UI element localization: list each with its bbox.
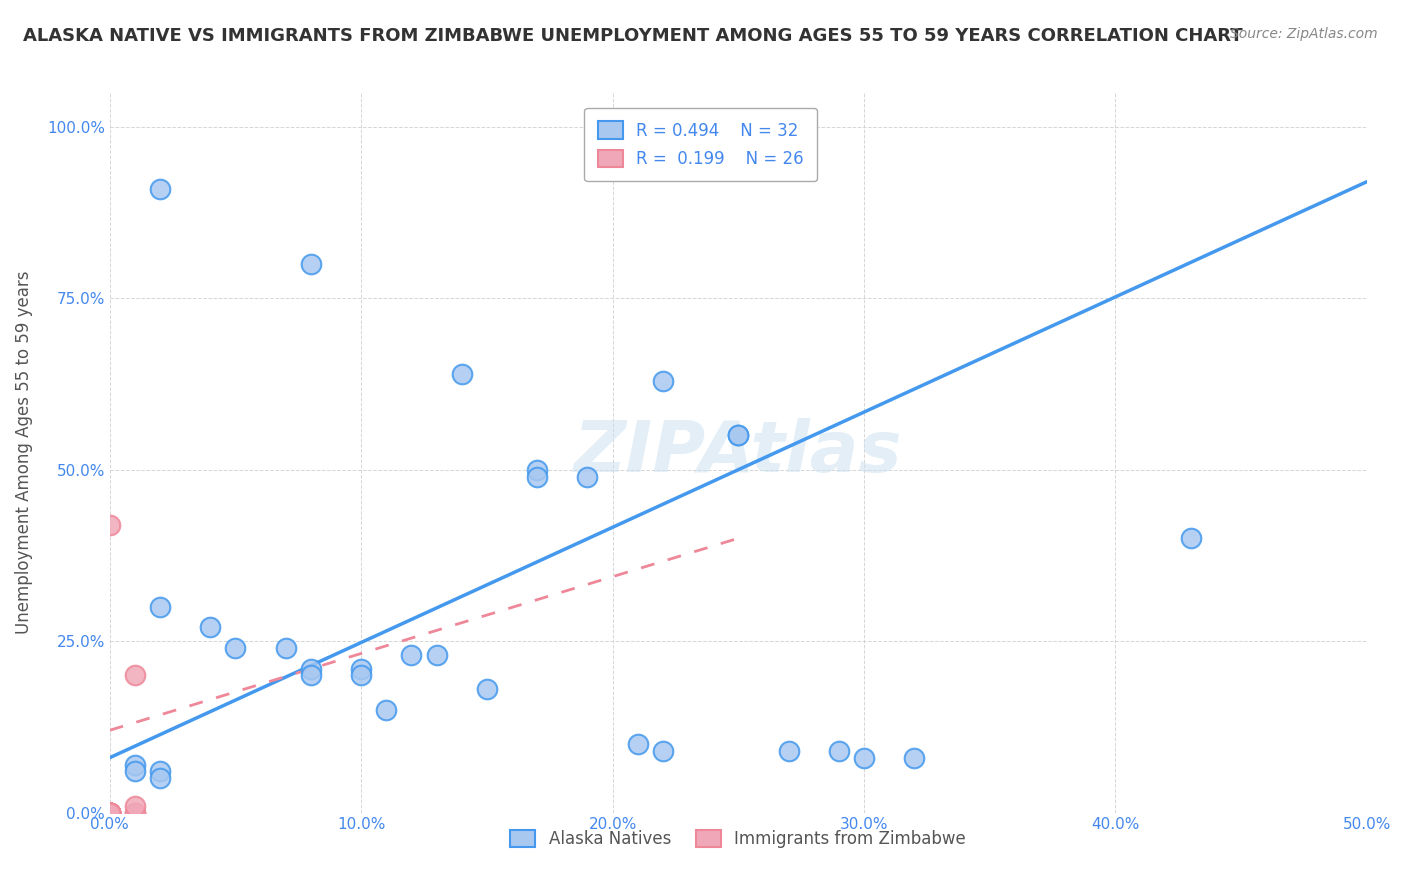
Point <box>98 805 121 820</box>
Point <box>651 744 673 758</box>
Point <box>475 682 498 697</box>
Point <box>299 668 322 682</box>
Point <box>98 805 121 820</box>
Point <box>98 805 121 820</box>
Point <box>426 648 449 662</box>
Point <box>401 648 423 662</box>
Point <box>98 805 121 820</box>
Legend: R = 0.494    N = 32, R =  0.199    N = 26: R = 0.494 N = 32, R = 0.199 N = 26 <box>585 108 817 181</box>
Point <box>1180 531 1202 545</box>
Point <box>727 428 749 442</box>
Point <box>98 805 121 820</box>
Point <box>124 798 146 813</box>
Point <box>98 517 121 532</box>
Point <box>778 744 800 758</box>
Point <box>98 805 121 820</box>
Point <box>149 181 172 195</box>
Point <box>224 640 246 655</box>
Point <box>526 469 548 483</box>
Point <box>149 771 172 785</box>
Point <box>98 805 121 820</box>
Point <box>98 805 121 820</box>
Point <box>350 668 373 682</box>
Point <box>350 661 373 675</box>
Point <box>299 661 322 675</box>
Point <box>98 805 121 820</box>
Point <box>450 367 472 381</box>
Point <box>98 805 121 820</box>
Point <box>98 805 121 820</box>
Point <box>98 805 121 820</box>
Point <box>98 805 121 820</box>
Point <box>526 463 548 477</box>
Point <box>274 640 297 655</box>
Point <box>98 805 121 820</box>
Point <box>98 805 121 820</box>
Point <box>727 428 749 442</box>
Point <box>124 668 146 682</box>
Point <box>98 805 121 820</box>
Point <box>576 469 599 483</box>
Point <box>98 805 121 820</box>
Point <box>98 805 121 820</box>
Point <box>98 805 121 820</box>
Text: Source: ZipAtlas.com: Source: ZipAtlas.com <box>1230 27 1378 41</box>
Point <box>124 764 146 779</box>
Point <box>124 805 146 820</box>
Text: ZIPAtlas: ZIPAtlas <box>574 418 903 487</box>
Point <box>98 805 121 820</box>
Y-axis label: Unemployment Among Ages 55 to 59 years: Unemployment Among Ages 55 to 59 years <box>15 271 32 634</box>
Point <box>828 744 851 758</box>
Text: ALASKA NATIVE VS IMMIGRANTS FROM ZIMBABWE UNEMPLOYMENT AMONG AGES 55 TO 59 YEARS: ALASKA NATIVE VS IMMIGRANTS FROM ZIMBABW… <box>22 27 1243 45</box>
Point <box>149 764 172 779</box>
Point <box>853 750 876 764</box>
Point <box>98 805 121 820</box>
Point <box>651 374 673 388</box>
Point <box>375 703 398 717</box>
Point <box>124 757 146 772</box>
Point <box>149 599 172 614</box>
Point <box>200 620 222 634</box>
Point <box>124 805 146 820</box>
Point <box>627 737 650 751</box>
Point <box>903 750 925 764</box>
Point <box>299 257 322 271</box>
